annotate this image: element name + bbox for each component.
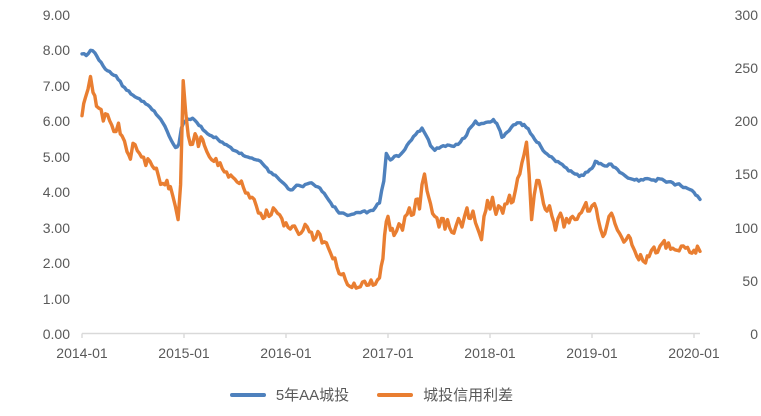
legend-line-icon <box>377 392 414 397</box>
legend-label-series1: 5年AA城投 <box>275 387 350 404</box>
x-axis-tick-label: 2015-01 <box>158 345 210 361</box>
left-axis-tick-label: 5.00 <box>42 148 70 165</box>
x-axis-tick-label: 2017-01 <box>362 345 414 361</box>
x-axis-tick-label: 2014-01 <box>56 345 108 361</box>
x-axis-tick-label: 2019-01 <box>566 345 618 361</box>
left-axis-tick-label: 3.00 <box>42 219 70 236</box>
left-axis-tick-labels: 9.00 8.00 7.00 6.00 5.00 4.00 3.00 2.00 … <box>8 8 70 341</box>
left-axis-tick-label: 2.00 <box>42 255 70 272</box>
x-axis-tick-label: 2020-01 <box>668 345 720 361</box>
legend-label-series2: 城投信用利差 <box>423 387 514 404</box>
right-axis-tick-label: 100 <box>734 219 758 236</box>
x-axis-tick-label: 2018-01 <box>464 345 516 361</box>
x-axis-tick-label: 2016-01 <box>260 345 312 361</box>
right-axis-tick-label: 0 <box>750 325 758 342</box>
legend-line-icon <box>229 392 266 397</box>
right-axis-tick-labels: 300 250 200 150 100 50 0 <box>706 8 758 341</box>
right-axis-tick-label: 150 <box>734 166 758 183</box>
left-axis-tick-label: 8.00 <box>42 42 70 59</box>
x-axis-tick-labels: 2014-01 2015-01 2016-01 2017-01 2018-01 … <box>0 345 761 363</box>
right-axis-tick-label: 250 <box>734 60 758 77</box>
left-axis-tick-label: 6.00 <box>42 113 70 130</box>
right-axis-tick-label: 50 <box>742 272 758 289</box>
left-axis-tick-label: 7.00 <box>42 77 70 94</box>
left-axis-tick-label: 0.00 <box>42 325 70 342</box>
left-axis-tick-label: 9.00 <box>42 7 70 23</box>
left-axis-tick-label: 1.00 <box>42 290 70 307</box>
right-axis-tick-label: 200 <box>734 113 758 130</box>
legend: 5年AA城投 城投信用利差 <box>0 384 761 405</box>
left-axis-tick-label: 4.00 <box>42 184 70 201</box>
right-axis-tick-label: 300 <box>734 7 758 23</box>
